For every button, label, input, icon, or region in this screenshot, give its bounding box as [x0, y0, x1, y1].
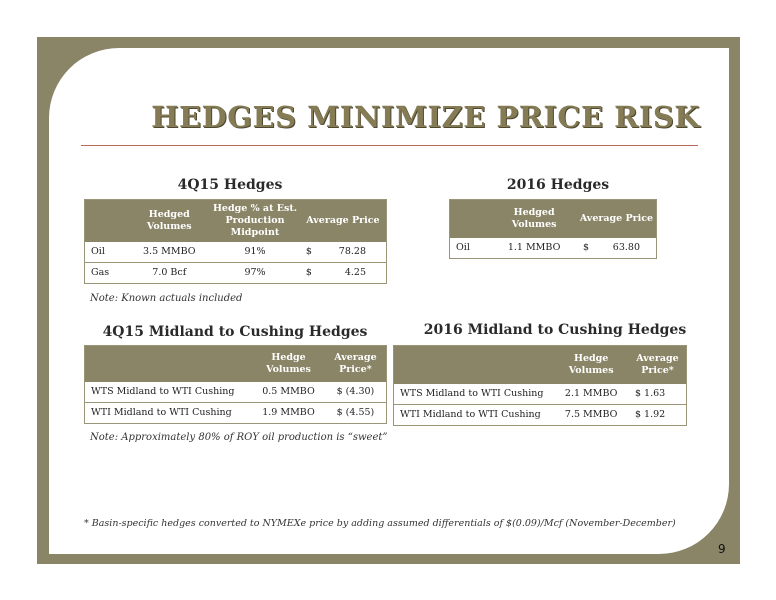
volume-cell: 3.5 MMBO: [128, 241, 211, 263]
y2016-hedges-table: Hedged Volumes Average Price Oil 1.1 MMB…: [449, 199, 657, 259]
price-value: 78.28: [338, 246, 366, 257]
header-cell: Average Price: [576, 199, 657, 238]
row-label: WTI Midland to WTI Cushing: [393, 404, 554, 426]
row-label: WTS Midland to WTI Cushing: [393, 383, 554, 405]
row-label: WTI Midland to WTI Cushing: [84, 402, 253, 424]
header-cell: [84, 199, 129, 242]
header-cell: Average Price*: [324, 345, 387, 382]
table-header-row: Hedged Volumes Hedge % at Est. Productio…: [84, 199, 387, 242]
currency-symbol: $: [305, 246, 312, 257]
price-value: 63.80: [612, 242, 640, 253]
q4-midland-table: Hedge Volumes Average Price* WTS Midland…: [84, 345, 387, 424]
page-number: 9: [718, 542, 726, 556]
volume-cell: 2.1 MMBO: [553, 383, 629, 405]
table-row: WTI Midland to WTI Cushing 7.5 MMBO $ 1.…: [393, 404, 687, 426]
header-cell: [84, 345, 253, 382]
header-cell: Average Price*: [628, 345, 687, 384]
price-value: 4.25: [344, 267, 366, 278]
volume-cell: 1.9 MMBO: [252, 402, 325, 424]
table-row: Oil 1.1 MMBO $63.80: [449, 237, 657, 259]
price-cell: $ 1.92: [628, 404, 687, 426]
q4-hedges-table: Hedged Volumes Hedge % at Est. Productio…: [84, 199, 387, 284]
q4-hedges-title: 4Q15 Hedges: [177, 177, 283, 193]
table-header-row: Hedge Volumes Average Price*: [84, 345, 387, 382]
slide-title: HEDGES MINIMIZE PRICE RISK: [151, 100, 700, 134]
header-cell: Hedge Volumes: [252, 345, 325, 382]
table-header-row: Hedged Volumes Average Price: [449, 199, 657, 238]
volume-cell: 1.1 MMBO: [491, 237, 577, 259]
currency-symbol: $: [305, 267, 312, 278]
table-row: Oil 3.5 MMBO 91% $78.28: [84, 241, 387, 263]
row-label: Gas: [84, 262, 129, 284]
price-cell: $ (4.30): [324, 381, 387, 403]
q4-midland-note: Note: Approximately 80% of ROY oil produ…: [90, 432, 388, 443]
header-cell: Hedged Volumes: [128, 199, 211, 242]
footnote: * Basin-specific hedges converted to NYM…: [84, 518, 676, 529]
price-cell: $ 1.63: [628, 383, 687, 405]
table-row: WTS Midland to WTI Cushing 2.1 MMBO $ 1.…: [393, 383, 687, 405]
row-label: Oil: [84, 241, 129, 263]
table-header-row: Hedge Volumes Average Price*: [393, 345, 687, 384]
price-cell: $78.28: [299, 241, 387, 263]
price-cell: $ (4.55): [324, 402, 387, 424]
volume-cell: 0.5 MMBO: [252, 381, 325, 403]
y2016-midland-table: Hedge Volumes Average Price* WTS Midland…: [393, 345, 687, 426]
q4-hedges-note: Note: Known actuals included: [90, 293, 243, 304]
table-row: Gas 7.0 Bcf 97% $4.25: [84, 262, 387, 284]
currency-symbol: $: [582, 242, 589, 253]
header-cell: Hedge Volumes: [553, 345, 629, 384]
header-cell: Hedge % at Est. Production Midpoint: [210, 199, 300, 242]
table-row: WTI Midland to WTI Cushing 1.9 MMBO $ (4…: [84, 402, 387, 424]
table-row: WTS Midland to WTI Cushing 0.5 MMBO $ (4…: [84, 381, 387, 403]
header-cell: Hedged Volumes: [491, 199, 577, 238]
q4-midland-title: 4Q15 Midland to Cushing Hedges: [102, 324, 368, 340]
price-cell: $63.80: [576, 237, 657, 259]
volume-cell: 7.5 MMBO: [553, 404, 629, 426]
volume-cell: 7.0 Bcf: [128, 262, 211, 284]
header-cell: [449, 199, 492, 238]
header-cell: Average Price: [299, 199, 387, 242]
title-divider: [81, 145, 698, 146]
y2016-midland-title: 2016 Midland to Cushing Hedges: [423, 322, 687, 338]
percent-cell: 97%: [210, 262, 300, 284]
slide-card: [49, 48, 729, 554]
row-label: WTS Midland to WTI Cushing: [84, 381, 253, 403]
price-cell: $4.25: [299, 262, 387, 284]
row-label: Oil: [449, 237, 492, 259]
percent-cell: 91%: [210, 241, 300, 263]
header-cell: [393, 345, 554, 384]
y2016-hedges-title: 2016 Hedges: [506, 177, 610, 193]
